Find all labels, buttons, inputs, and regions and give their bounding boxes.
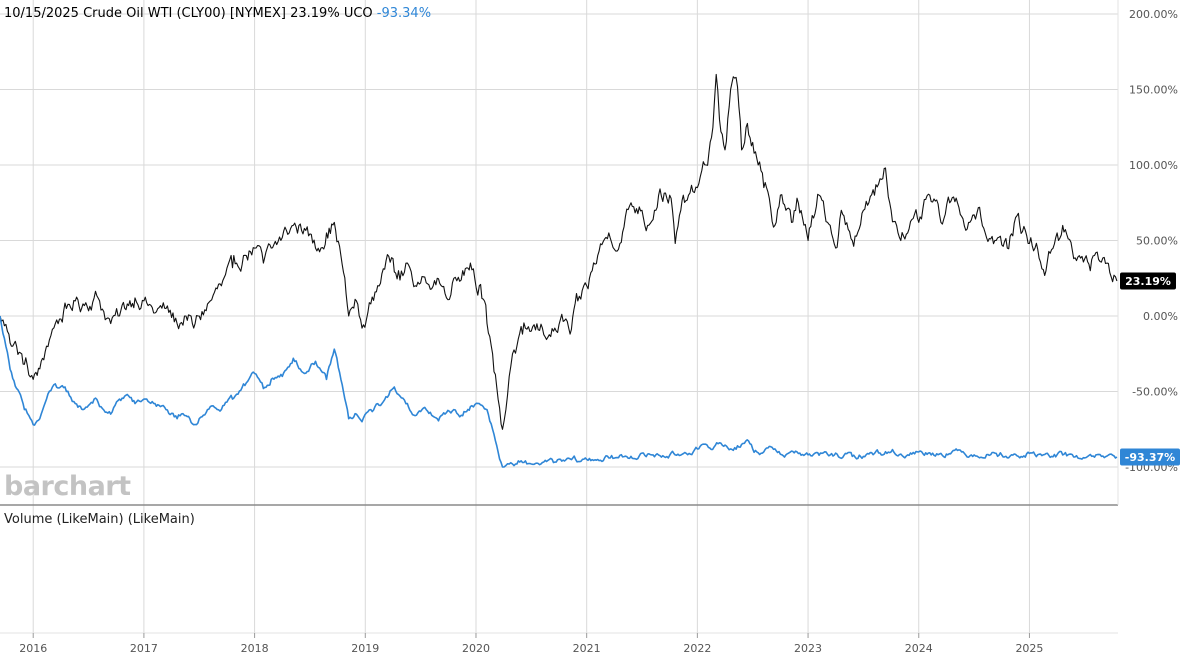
- comp-series-line: [0, 315, 1118, 468]
- comp-last-value-label: -93.37%: [1125, 451, 1175, 464]
- header-comp-symbol: UCO: [344, 6, 373, 21]
- comp-last-value-bg: [1120, 448, 1180, 466]
- barchart-watermark: barchart: [4, 471, 131, 502]
- main-last-value-label: 23.19%: [1125, 275, 1171, 288]
- comp-last-value-tag: -93.37%: [1120, 448, 1180, 466]
- y-tick-label: 100.00%: [1129, 159, 1178, 172]
- y-axis-ticks: 200.00% 150.00% 100.00% 50.00% 0.00% -50.00% -…: [1125, 8, 1178, 474]
- volume-label: Volume (LikeMain) (LikeMain): [4, 512, 195, 527]
- y-tick-label: 0.00%: [1143, 310, 1178, 323]
- axis-lines: [0, 0, 1119, 634]
- x-tick-label: 2021: [573, 642, 601, 655]
- x-tick-label: 2017: [130, 642, 158, 655]
- x-tick-label: 2018: [241, 642, 269, 655]
- series-layer: [0, 73, 1118, 468]
- x-tick-label: 2023: [794, 642, 822, 655]
- chart-header: 10/15/2025 Crude Oil WTI (CLY00) [NYMEX]…: [4, 6, 431, 21]
- x-tick-label: 2016: [19, 642, 47, 655]
- y-tick-label: 150.00%: [1129, 84, 1178, 97]
- header-main-value: 23.19%: [290, 6, 340, 21]
- main-series-line: [0, 73, 1118, 430]
- y-tick-label: 200.00%: [1129, 8, 1178, 21]
- x-axis-ticks: 2016 2017 2018 2019 2020 2021 2022 2023 2024 2025: [19, 633, 1043, 655]
- y-tick-label: 50.00%: [1136, 235, 1178, 248]
- main-last-value-tag: 23.19%: [1120, 272, 1176, 290]
- y-tick-label: -50.00%: [1132, 386, 1178, 399]
- grid-layer: [0, 0, 1118, 633]
- x-tick-label: 2024: [905, 642, 933, 655]
- main-last-value-bg: [1120, 272, 1176, 290]
- x-tick-label: 2019: [351, 642, 379, 655]
- header-comp-value: -93.34%: [377, 6, 431, 21]
- x-tick-label: 2020: [462, 642, 490, 655]
- x-tick-label: 2022: [683, 642, 711, 655]
- header-main-symbol: Crude Oil WTI (CLY00) [NYMEX]: [83, 6, 286, 21]
- x-tick-label: 2025: [1015, 642, 1043, 655]
- header-date: 10/15/2025: [4, 6, 79, 21]
